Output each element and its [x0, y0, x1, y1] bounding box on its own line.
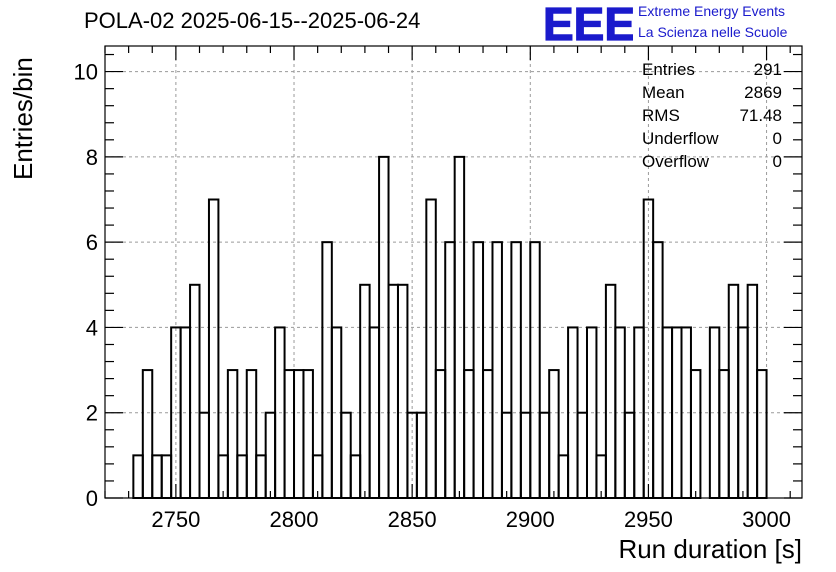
- y-tick-label: 10: [74, 60, 98, 85]
- histogram-bin: [302, 369, 314, 499]
- histogram-bin: [151, 454, 163, 499]
- stats-row-entries: Entries 291: [642, 60, 782, 83]
- histogram-bin: [359, 283, 371, 499]
- histogram-bin: [557, 454, 570, 499]
- histogram-bin: [548, 369, 560, 499]
- histogram-bin: [387, 283, 399, 499]
- histogram-bin: [340, 411, 352, 499]
- y-tick-label: 2: [86, 401, 98, 426]
- logo-line-2: La Scienza nelle Scuole: [638, 24, 788, 40]
- histogram-bin: [510, 241, 522, 499]
- histogram-bin: [623, 411, 636, 499]
- x-tick-label: 3000: [742, 507, 791, 532]
- stats-row-overflow: Overflow 0: [642, 152, 782, 175]
- histogram-bin: [718, 369, 730, 499]
- histogram-bin: [652, 241, 664, 499]
- histogram-bin: [245, 369, 258, 499]
- plot-frame: [104, 45, 803, 499]
- stats-rms-label: RMS: [642, 106, 680, 125]
- histogram-bin: [293, 369, 305, 499]
- histogram-bin: [160, 454, 173, 499]
- histogram-bin: [132, 454, 144, 499]
- stats-overflow-label: Overflow: [642, 152, 710, 171]
- histogram-bin: [283, 369, 296, 499]
- stats-rms-value: 71.48: [739, 106, 782, 125]
- stats-row-rms: RMS 71.48: [642, 106, 782, 129]
- x-tick-label: 2750: [151, 507, 200, 532]
- histogram-bin: [264, 411, 277, 499]
- histogram-bin: [226, 369, 239, 499]
- stats-underflow-label: Underflow: [642, 129, 719, 148]
- histogram-bin: [482, 369, 494, 499]
- histogram-bin: [207, 198, 220, 499]
- histogram-bin: [189, 283, 201, 499]
- histogram-bin: [255, 454, 267, 499]
- histogram-bin: [538, 411, 551, 499]
- histogram-bin: [349, 454, 362, 499]
- histogram-bin: [491, 241, 503, 499]
- stats-overflow-value: 0: [772, 152, 782, 171]
- histogram-bin: [576, 411, 588, 499]
- histogram-bin: [746, 283, 759, 499]
- y-tick-label: 0: [86, 486, 98, 511]
- histogram-bin: [141, 369, 154, 499]
- histogram-bin: [198, 411, 210, 499]
- plot-frame-rect: [104, 45, 803, 499]
- logo-line-1: Extreme Energy Events: [638, 3, 786, 19]
- histogram-bin: [689, 369, 702, 499]
- x-tick-label: 2900: [506, 507, 555, 532]
- histogram-bin: [727, 283, 740, 499]
- y-axis-label: Entries/bin: [8, 57, 38, 180]
- y-tick-label: 6: [86, 230, 98, 255]
- chart-title: POLA-02 2025-06-15--2025-06-24: [84, 8, 421, 33]
- histogram-bin: [463, 369, 475, 499]
- histogram-bin: [321, 241, 333, 499]
- histogram-bin: [519, 411, 532, 499]
- tick-labels: 2750 2800 2850 2900 2950 3000 0 2 4 6 8 10: [74, 60, 792, 532]
- eee-logo: EEE: [543, 0, 633, 44]
- y-tick-label: 4: [86, 315, 98, 340]
- histogram-bin: [604, 283, 617, 499]
- x-tick-label: 2950: [624, 507, 673, 532]
- histogram-bin: [415, 411, 428, 499]
- x-tick-label: 2800: [270, 507, 319, 532]
- histogram-bin: [472, 241, 485, 499]
- histogram-bin: [425, 198, 437, 499]
- stats-box: Entries 291 Mean 2869 RMS 71.48 Underflow 0 …: [642, 60, 782, 175]
- histogram-bin: [444, 241, 456, 499]
- histogram-bin: [434, 369, 447, 499]
- histogram-bin: [396, 283, 409, 499]
- stats-mean-value: 2869: [744, 83, 782, 102]
- stats-row-underflow: Underflow 0: [642, 129, 782, 152]
- histogram-bin: [500, 411, 513, 499]
- axis-ticks: [104, 46, 802, 499]
- x-axis-label: Run duration [s]: [618, 534, 802, 564]
- x-tick-label: 2850: [388, 507, 437, 532]
- stats-entries-value: 291: [753, 60, 782, 79]
- eee-logo-letters: EEE: [543, 0, 633, 44]
- stats-entries-label: Entries: [642, 60, 695, 79]
- y-tick-label: 8: [86, 145, 98, 170]
- histogram-bin: [529, 241, 541, 499]
- histogram-bin: [236, 454, 248, 499]
- stats-underflow-value: 0: [772, 129, 782, 148]
- stats-row-mean: Mean 2869: [642, 83, 782, 106]
- stats-mean-label: Mean: [642, 83, 685, 102]
- histogram-bin: [756, 369, 768, 499]
